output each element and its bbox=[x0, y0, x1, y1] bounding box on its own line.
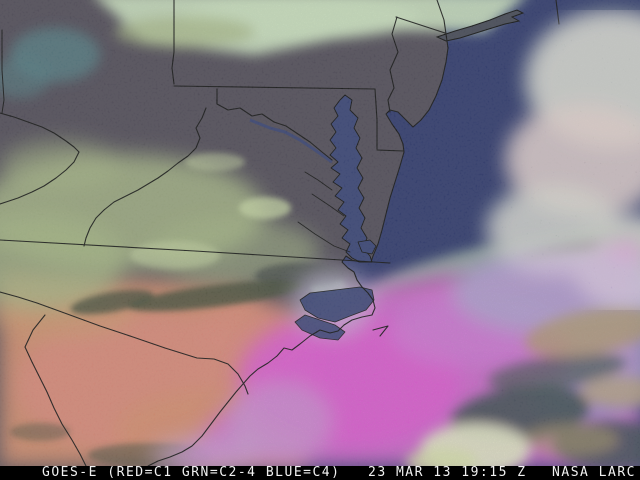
credit-label: NASA LARC bbox=[552, 465, 636, 480]
satellite-image-canvas bbox=[0, 0, 640, 466]
timestamp-label: 23 MAR 13 19:15 Z bbox=[368, 465, 527, 480]
annotation-bar: GOES-E (RED=C1 GRN=C2-4 BLUE=C4) 23 MAR … bbox=[0, 466, 640, 480]
product-label: GOES-E (RED=C1 GRN=C2-4 BLUE=C4) bbox=[42, 465, 341, 480]
satellite-image bbox=[0, 0, 640, 466]
speckle-cloud-texture bbox=[460, 10, 640, 310]
